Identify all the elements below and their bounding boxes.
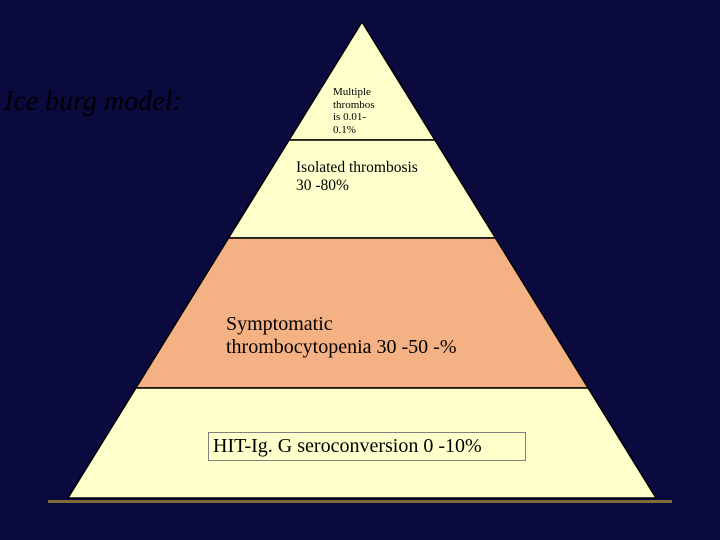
layer-label-isolated-thrombosis: Isolated thrombosis30 -80% bbox=[296, 159, 456, 195]
layer-label-symptomatic-thrombocytopenia: Symptomaticthrombocytopenia 30 -50 -% bbox=[226, 313, 516, 359]
slide-title: Ice burg model: bbox=[4, 86, 182, 118]
layer-label-multiple-thrombosis: Multiplethrombosis 0.01-0.1% bbox=[333, 86, 391, 137]
base-underline bbox=[48, 500, 672, 503]
layer-label-hit-igg-seroconversion: HIT-Ig. G seroconversion 0 -10% bbox=[208, 432, 526, 461]
